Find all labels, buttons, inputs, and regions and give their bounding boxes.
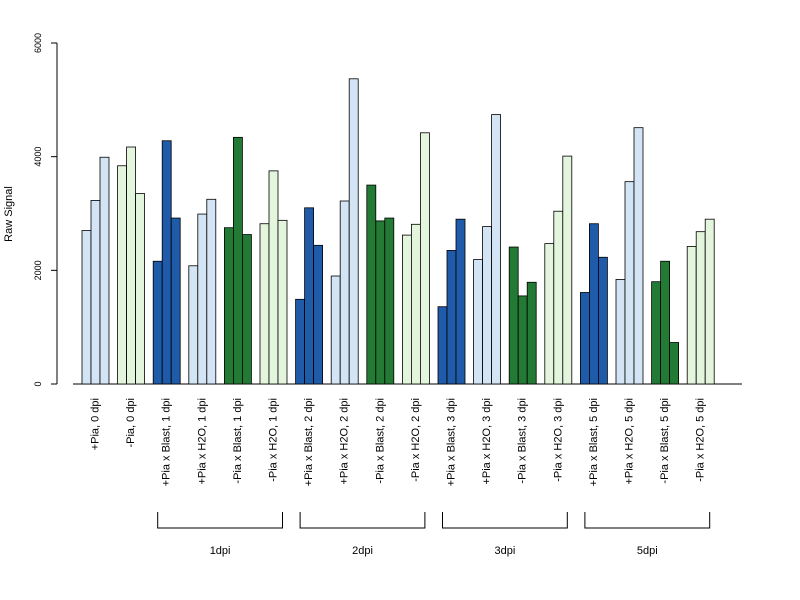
group-bracket-label: 2dpi bbox=[352, 545, 373, 557]
x-tick-label: -Pia x Blast, 3 dpi bbox=[517, 398, 529, 484]
bar bbox=[473, 259, 484, 385]
bar bbox=[135, 193, 146, 385]
bar bbox=[704, 218, 715, 385]
bars bbox=[81, 78, 715, 385]
bar bbox=[348, 78, 359, 385]
bar bbox=[90, 200, 101, 385]
bar bbox=[491, 114, 502, 385]
bar bbox=[589, 223, 599, 385]
bar bbox=[624, 181, 635, 385]
y-tick-label: 0 bbox=[33, 381, 43, 386]
bar bbox=[455, 218, 466, 385]
x-tick-label: +Pia x Blast, 5 dpi bbox=[588, 398, 600, 486]
bar bbox=[277, 219, 288, 385]
group-bracket bbox=[584, 512, 711, 529]
bar bbox=[553, 210, 564, 385]
y-tick-label: 2000 bbox=[33, 260, 43, 280]
bar bbox=[188, 265, 199, 385]
bar bbox=[633, 127, 644, 385]
group-bracket bbox=[299, 512, 426, 529]
x-tick-label: -Pia x H2O, 2 dpi bbox=[410, 398, 422, 482]
bar bbox=[544, 243, 555, 385]
x-tick-label: +Pia, 0 dpi bbox=[90, 398, 102, 450]
x-tick-label: +Pia x Blast, 3 dpi bbox=[446, 398, 458, 486]
x-tick-label: -Pia x Blast, 5 dpi bbox=[659, 398, 671, 484]
bar bbox=[241, 234, 252, 385]
bar bbox=[126, 146, 136, 385]
y-axis: 0 2000 4000 6000 bbox=[33, 33, 58, 387]
bar bbox=[419, 132, 430, 385]
bar bbox=[206, 198, 217, 385]
bar bbox=[446, 250, 457, 385]
bar bbox=[330, 275, 341, 385]
x-tick-label: -Pia x H2O, 1 dpi bbox=[268, 398, 280, 482]
group-bracket-label: 3dpi bbox=[495, 545, 516, 557]
bar bbox=[651, 281, 661, 385]
bar bbox=[695, 231, 706, 385]
bar bbox=[99, 156, 110, 385]
x-tick-label: +Pia x H2O, 2 dpi bbox=[339, 398, 351, 485]
group-bracket-label: 5dpi bbox=[637, 545, 658, 557]
group-bracket bbox=[157, 512, 283, 529]
bar bbox=[410, 223, 421, 385]
bar bbox=[259, 223, 270, 385]
bar bbox=[517, 295, 528, 385]
x-tick-label: +Pia x H2O, 5 dpi bbox=[624, 398, 636, 485]
bar bbox=[508, 246, 519, 385]
bar bbox=[268, 170, 279, 385]
bar bbox=[384, 217, 395, 385]
bar bbox=[366, 184, 377, 385]
bar bbox=[660, 260, 670, 385]
x-tick-label: -Pia x Blast, 2 dpi bbox=[374, 398, 386, 484]
bar bbox=[232, 136, 243, 385]
bar bbox=[580, 292, 590, 385]
bar bbox=[313, 244, 324, 385]
bar bbox=[339, 200, 350, 385]
bar bbox=[304, 207, 315, 385]
bar bbox=[562, 155, 573, 385]
bar bbox=[152, 260, 163, 385]
x-tick-label: +Pia x H2O, 1 dpi bbox=[196, 398, 208, 485]
bar bbox=[401, 234, 412, 385]
bar bbox=[526, 281, 537, 385]
bar bbox=[686, 246, 697, 385]
x-tick-label: +Pia x H2O, 3 dpi bbox=[481, 398, 493, 485]
bar bbox=[223, 227, 234, 385]
bar bbox=[669, 342, 679, 385]
x-tick-label: -Pia x Blast, 1 dpi bbox=[232, 398, 244, 484]
group-brackets: 1dpi 2dpi 3dpi 5dpi bbox=[157, 512, 711, 557]
x-tick-labels: +Pia, 0 dpi -Pia, 0 dpi +Pia x Blast, 1 dp… bbox=[90, 398, 707, 486]
bar bbox=[161, 140, 172, 385]
y-tick-label: 4000 bbox=[33, 147, 43, 167]
x-tick-label: -Pia, 0 dpi bbox=[125, 398, 137, 448]
bar bbox=[598, 256, 608, 385]
group-bracket-label: 1dpi bbox=[210, 545, 231, 557]
bar bbox=[437, 306, 448, 385]
group-bracket bbox=[442, 512, 568, 529]
x-tick-label: +Pia x Blast, 2 dpi bbox=[303, 398, 315, 486]
bar bbox=[482, 226, 493, 385]
x-tick-label: +Pia x Blast, 1 dpi bbox=[161, 398, 173, 486]
bar bbox=[170, 217, 181, 385]
y-axis-title: Raw Signal bbox=[3, 186, 15, 242]
bar bbox=[615, 279, 626, 385]
x-tick-label: -Pia x H2O, 3 dpi bbox=[552, 398, 564, 482]
bar bbox=[117, 165, 127, 385]
x-tick-label: -Pia x H2O, 5 dpi bbox=[695, 398, 707, 482]
bar bbox=[197, 213, 208, 385]
y-tick-label: 6000 bbox=[33, 33, 43, 53]
bar bbox=[295, 298, 306, 385]
bar bbox=[375, 220, 386, 385]
bar bbox=[81, 230, 92, 385]
